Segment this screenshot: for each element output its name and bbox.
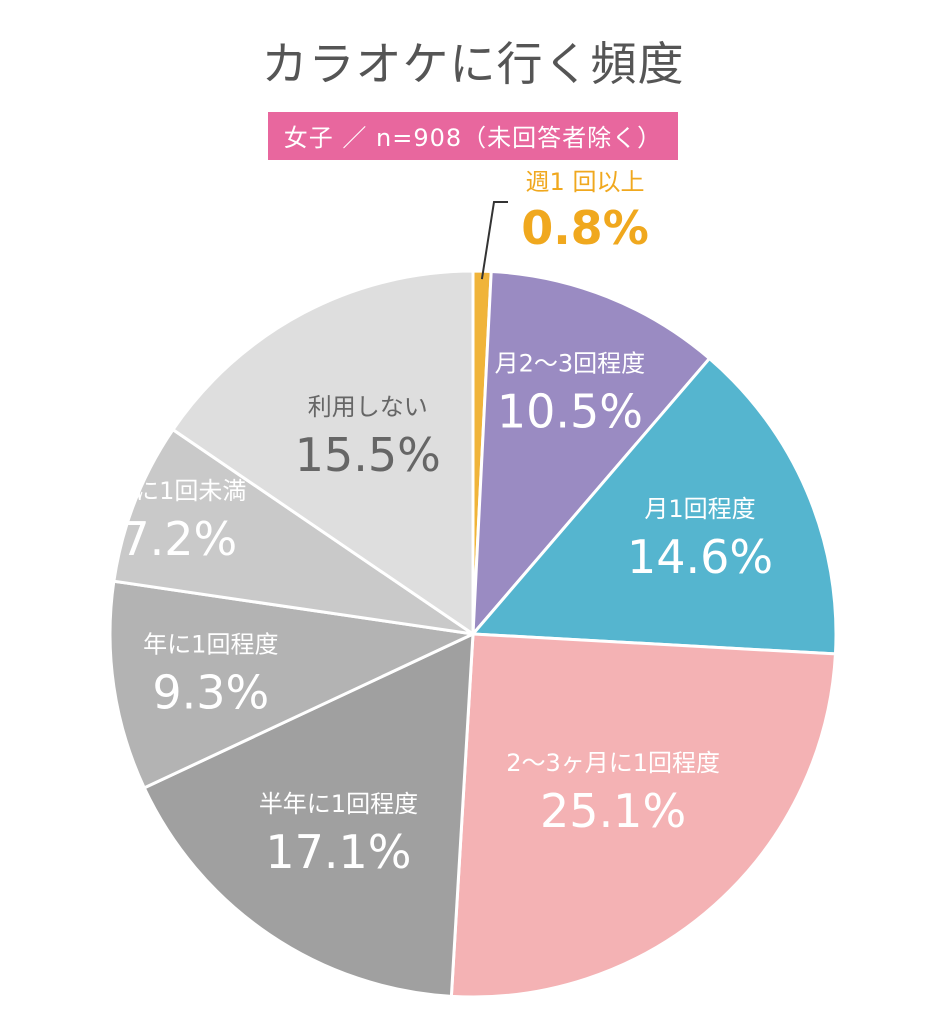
slice-value-label: 7.2% [120, 512, 237, 566]
subtitle-wrap: 女子 ／ n=908（未回答者除く） [0, 112, 946, 160]
slice-name-label: 年に1回未満 [111, 477, 246, 505]
pie-slice [108, 579, 479, 790]
pie-slice [142, 631, 475, 998]
slice-name-label: 年に1回程度 [143, 631, 278, 659]
slice-name-label: 利用しない [308, 393, 428, 421]
slice-name-label: 半年に1回程度 [259, 790, 418, 818]
pie-slice [471, 269, 712, 639]
pie-slice [449, 632, 838, 999]
chart-title: カラオケに行く頻度 [261, 37, 685, 91]
pie-slice [469, 356, 838, 656]
slice-name-label: 月1回程度 [644, 495, 755, 523]
slice-value-label: 17.1% [265, 825, 411, 879]
pie-slice [170, 269, 475, 637]
slice-name-label: 2～3ヶ月に1回程度 [506, 749, 720, 777]
pie-slice [112, 427, 474, 636]
leader-line [480, 201, 508, 280]
slice-name-label: 月2～3回程度 [495, 349, 646, 377]
subtitle-badge: 女子 ／ n=908（未回答者除く） [267, 112, 679, 160]
slice-value-label: 14.6% [627, 530, 773, 584]
slice-name-label: 週1 回以上 [526, 168, 645, 196]
slice-value-label: 10.5% [497, 384, 643, 438]
slice-value-label: 25.1% [540, 784, 686, 838]
slice-value-label: 9.3% [152, 666, 269, 720]
slice-value-label: 15.5% [295, 428, 441, 482]
slice-value-label: 0.8% [521, 201, 649, 255]
